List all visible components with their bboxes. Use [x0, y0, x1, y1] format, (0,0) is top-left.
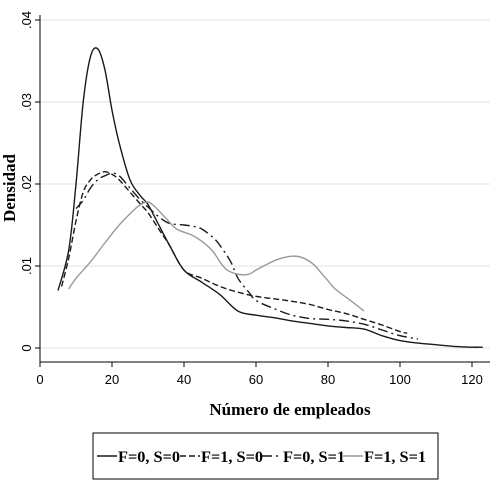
- y-tick-label: .01: [19, 257, 34, 275]
- series-line-3: [75, 172, 419, 340]
- legend-label: F=0, S=0: [118, 449, 180, 466]
- x-tick-label: 100: [389, 372, 411, 387]
- x-tick-label: 0: [36, 372, 43, 387]
- series-line-1: [57, 47, 483, 348]
- legend-label: F=1, S=1: [364, 449, 426, 466]
- y-tick-label: .04: [19, 11, 34, 29]
- series-line-2: [60, 170, 408, 334]
- x-tick-label: 120: [461, 372, 483, 387]
- x-axis-title: Número de empleados: [209, 400, 371, 419]
- y-tick-label: .02: [19, 175, 34, 193]
- x-tick-label: 20: [105, 372, 119, 387]
- x-tick-label: 40: [177, 372, 191, 387]
- legend-label: F=1, S=0: [201, 449, 263, 466]
- y-tick-label: .03: [19, 93, 34, 111]
- x-tick-label: 80: [321, 372, 335, 387]
- legend: F=0, S=0 F=1, S=0 F=0, S=1 F=1, S=1: [92, 432, 439, 480]
- legend-label: F=0, S=1: [283, 449, 345, 466]
- series-layer: [57, 47, 483, 348]
- series-line-4: [68, 201, 365, 312]
- y-tick-label: 0: [19, 344, 34, 351]
- y-axis-title: Densidad: [0, 153, 19, 222]
- axes: 0 .01 .02 .03 .04 0 20 40 60 80 100 120: [19, 11, 490, 387]
- x-tick-label: 60: [249, 372, 263, 387]
- grid-lines: [40, 19, 490, 349]
